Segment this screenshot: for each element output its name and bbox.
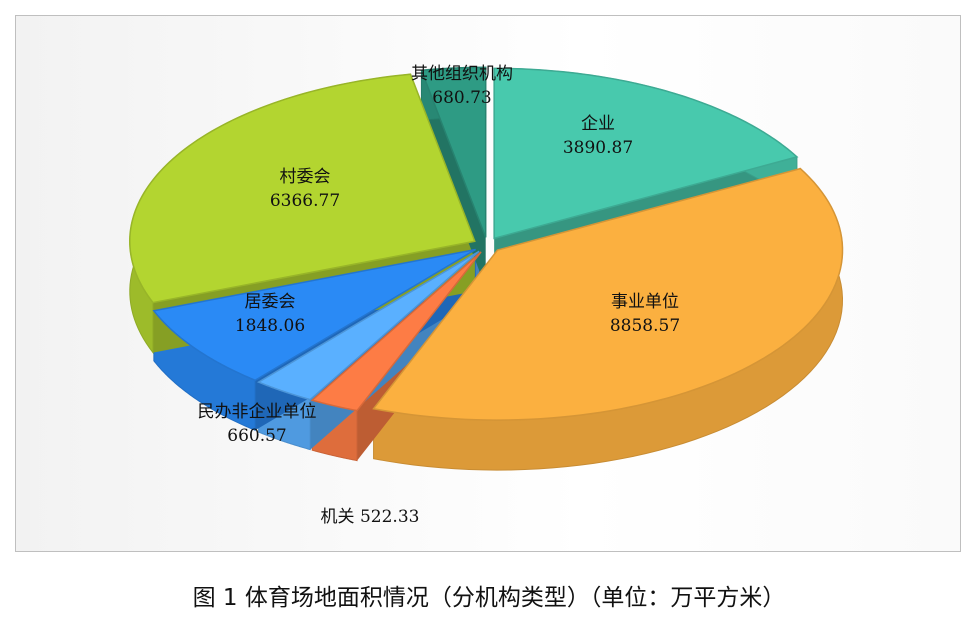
slice-4[interactable] (152, 248, 477, 382)
data-label-5: 村委会 6366.77 (270, 165, 340, 213)
slice-label: 企业 (581, 114, 615, 134)
slice-label: 民办非企业单位 (197, 402, 317, 422)
chart-title: 图 1 体育场地面积情况（分机构类型）（单位：万平方米） (192, 585, 786, 611)
data-label-0: 企业 3890.87 (563, 112, 633, 160)
slice-value: 6366.77 (269, 191, 341, 211)
data-label-6: 其他组织机构 680.73 (411, 62, 513, 110)
slice-value: 3890.87 (562, 138, 634, 158)
slice-value: 660.57 (227, 426, 287, 446)
slice-value: 522.33 (359, 507, 420, 527)
data-label-1: 事业单位 8858.57 (610, 290, 680, 338)
data-label-2: 机关 522.33 (321, 505, 420, 529)
data-label-3: 民办非企业单位 660.57 (198, 400, 317, 448)
slice-label: 村委会 (279, 167, 331, 187)
data-label-4: 居委会 1848.06 (235, 290, 305, 338)
slice-label: 事业单位 (611, 292, 679, 312)
slice-5[interactable] (129, 73, 476, 304)
slice-2[interactable] (310, 251, 482, 412)
slice-label: 其他组织机构 (411, 64, 513, 84)
slice-label: 居委会 (244, 292, 296, 312)
slice-6[interactable] (420, 66, 487, 238)
slice-3[interactable] (256, 250, 480, 401)
slice-label: 机关 (320, 507, 355, 527)
slice-value: 680.73 (432, 88, 492, 108)
slice-value: 1848.06 (234, 316, 306, 336)
slice-0[interactable] (493, 67, 799, 240)
slice-1[interactable] (372, 167, 844, 421)
slice-value: 8858.57 (609, 316, 681, 336)
